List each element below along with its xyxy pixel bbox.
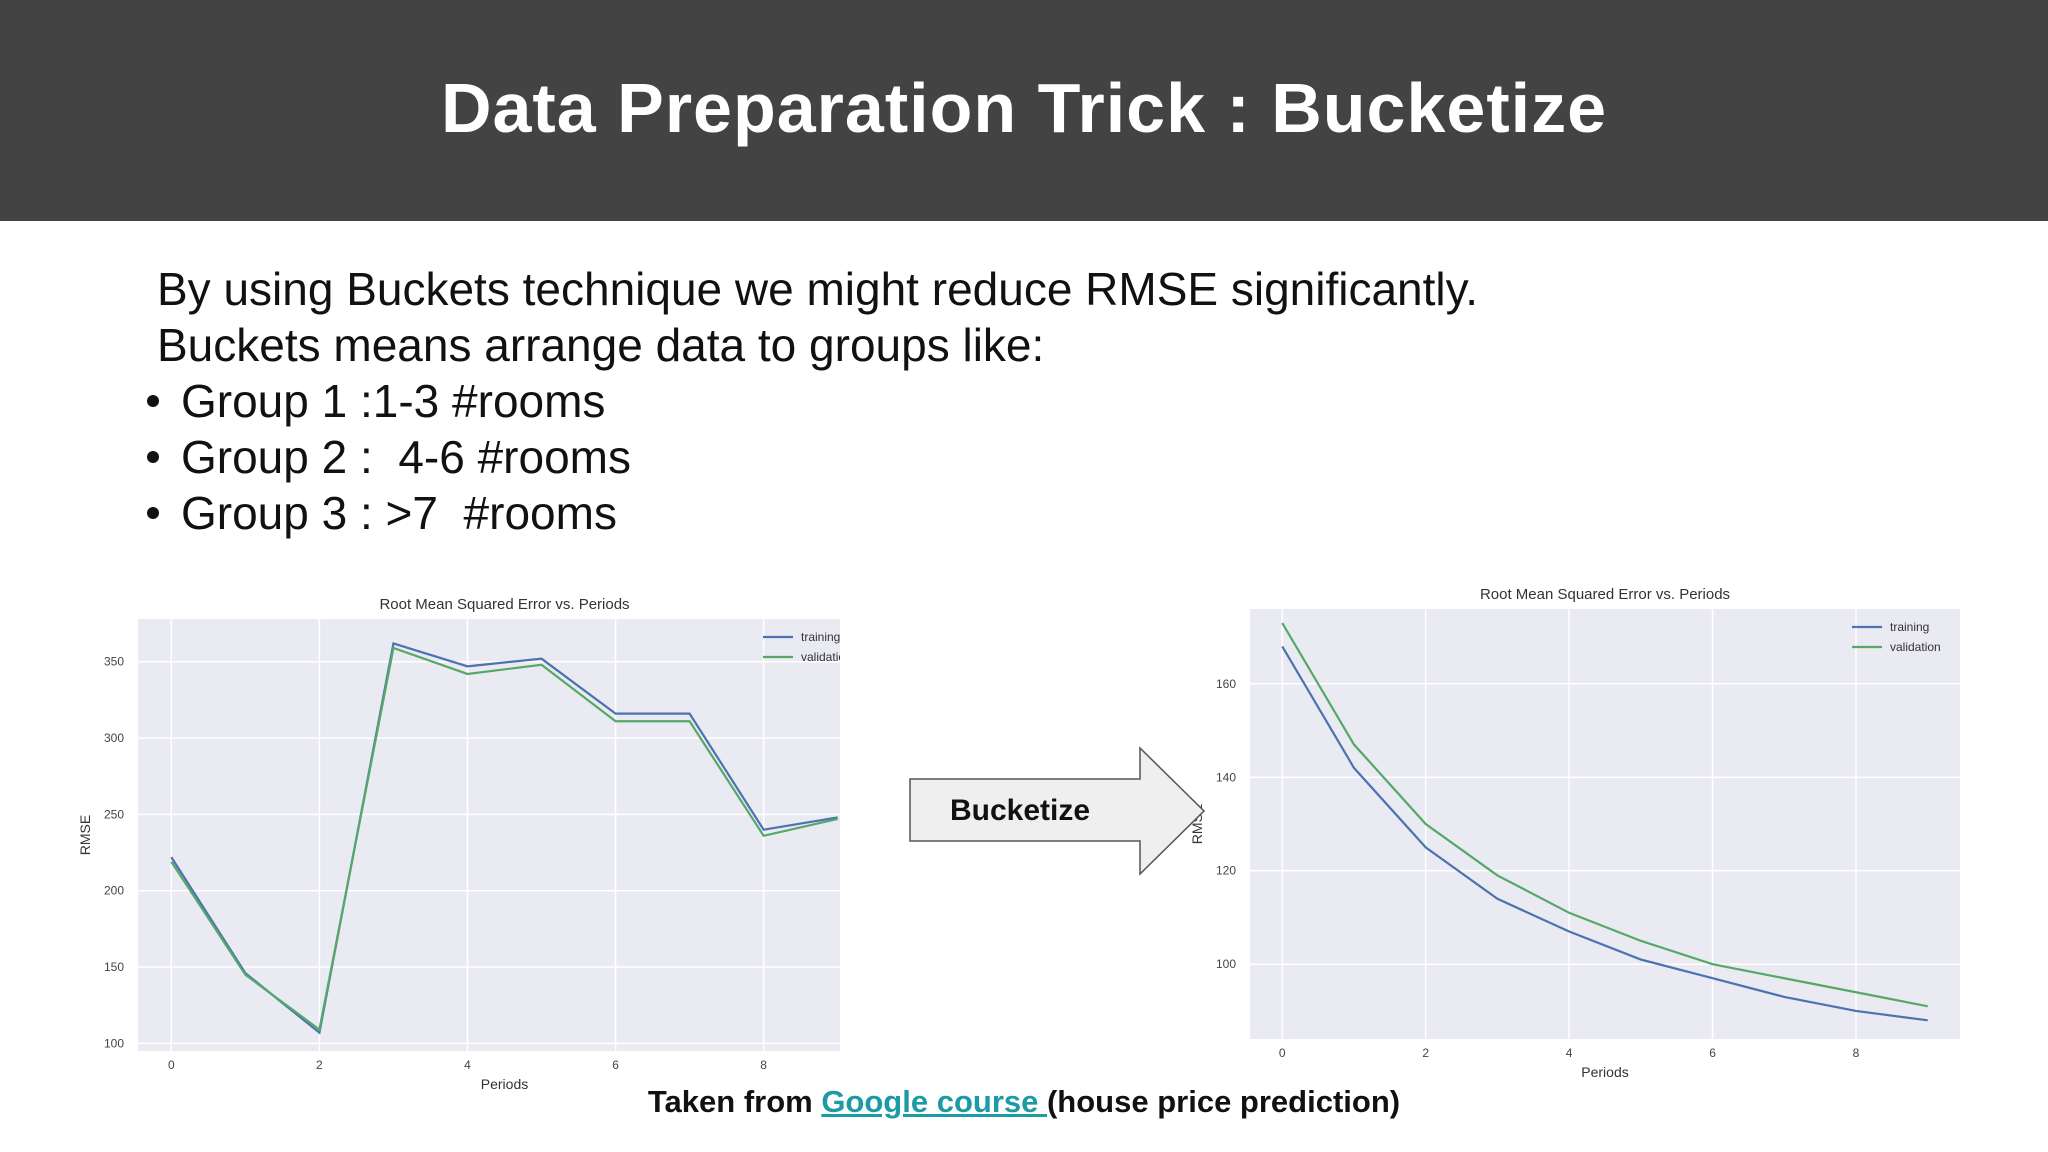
rmse-chart-after: 100 120 140 160 0 2 4 6 8 Root Mean Squared Error…: [1189, 586, 1960, 1080]
plot-area: [1250, 609, 1960, 1039]
bullet-group-1: Group 1 :1-3 #rooms: [147, 374, 605, 428]
y-tick-label: 120: [1216, 864, 1236, 878]
footer-prefix: Taken from: [647, 1084, 822, 1119]
y-tick-label: 140: [1216, 770, 1236, 784]
bullet-text: Group 2 : 4-6 #rooms: [181, 431, 631, 483]
x-axis-label: Periods: [481, 1076, 528, 1092]
x-tick-label: 0: [168, 1058, 175, 1072]
bullet-text: Group 1 :1-3 #rooms: [181, 375, 606, 427]
series-line-validation: [170, 646, 838, 1032]
chart-title: Root Mean Squared Error vs. Periods: [1480, 586, 1730, 603]
legend-label: training: [801, 630, 840, 644]
x-tick-label: 8: [1853, 1046, 1860, 1060]
x-tick-label: 4: [464, 1058, 471, 1072]
legend-label: validation: [1890, 640, 1941, 654]
y-tick-label: 200: [104, 884, 124, 898]
x-tick-label: 4: [1566, 1046, 1573, 1060]
bullet-dot-icon: [147, 394, 159, 407]
y-tick-label: 160: [1216, 677, 1236, 691]
y-axis-label: RMSE: [77, 815, 93, 855]
chart-title: Root Mean Squared Error vs. Periods: [379, 596, 629, 613]
footer-suffix: (house price prediction): [1046, 1084, 1401, 1119]
x-tick-label: 2: [316, 1058, 323, 1072]
bucketize-arrow: Bucketize: [908, 746, 1208, 876]
bullet-dot-icon: [147, 506, 159, 519]
y-tick-label: 100: [104, 1036, 124, 1050]
series-line-training: [1281, 645, 1928, 1022]
x-tick-label: 6: [1709, 1046, 1716, 1060]
x-axis-label: Periods: [1581, 1064, 1628, 1080]
x-tick-label: 6: [612, 1058, 619, 1072]
legend-label: training: [1890, 620, 1929, 634]
arrow-label: Bucketize: [949, 794, 1091, 827]
y-tick-label: 300: [104, 731, 124, 745]
bullet-dot-icon: [147, 450, 159, 463]
title-bar: [0, 0, 2048, 221]
y-tick-label: 150: [104, 960, 124, 974]
arrow-right-icon: [909, 746, 1206, 876]
x-tick-label: 2: [1422, 1046, 1429, 1060]
x-tick-label: 0: [1279, 1046, 1286, 1060]
legend-label: validation: [801, 650, 840, 664]
bullet-text: Group 3 : >7 #rooms: [181, 487, 617, 539]
rmse-chart-before: 100 150 200 250 300 350 0 2 4 6 8 Root Mean Squared…: [77, 596, 840, 1092]
y-tick-label: 250: [104, 807, 124, 821]
intro-line: By using Buckets technique we might redu…: [157, 263, 1478, 315]
definition-line: Buckets means arrange data to groups lik…: [157, 319, 1045, 371]
y-tick-label: 350: [104, 655, 124, 669]
series-line-validation: [1281, 622, 1928, 1008]
bullet-group-3: Group 3 : >7 #rooms: [147, 486, 617, 540]
plot-area: [138, 619, 840, 1051]
source-caption: Taken from Google course (house price pr…: [0, 1084, 2048, 1120]
y-tick-label: 100: [1216, 957, 1236, 971]
google-course-link[interactable]: Google course: [821, 1084, 1047, 1119]
bullet-group-2: Group 2 : 4-6 #rooms: [147, 430, 631, 484]
x-tick-label: 8: [760, 1058, 767, 1072]
slide-title: Data Preparation Trick : Bucketize: [440, 69, 1608, 147]
